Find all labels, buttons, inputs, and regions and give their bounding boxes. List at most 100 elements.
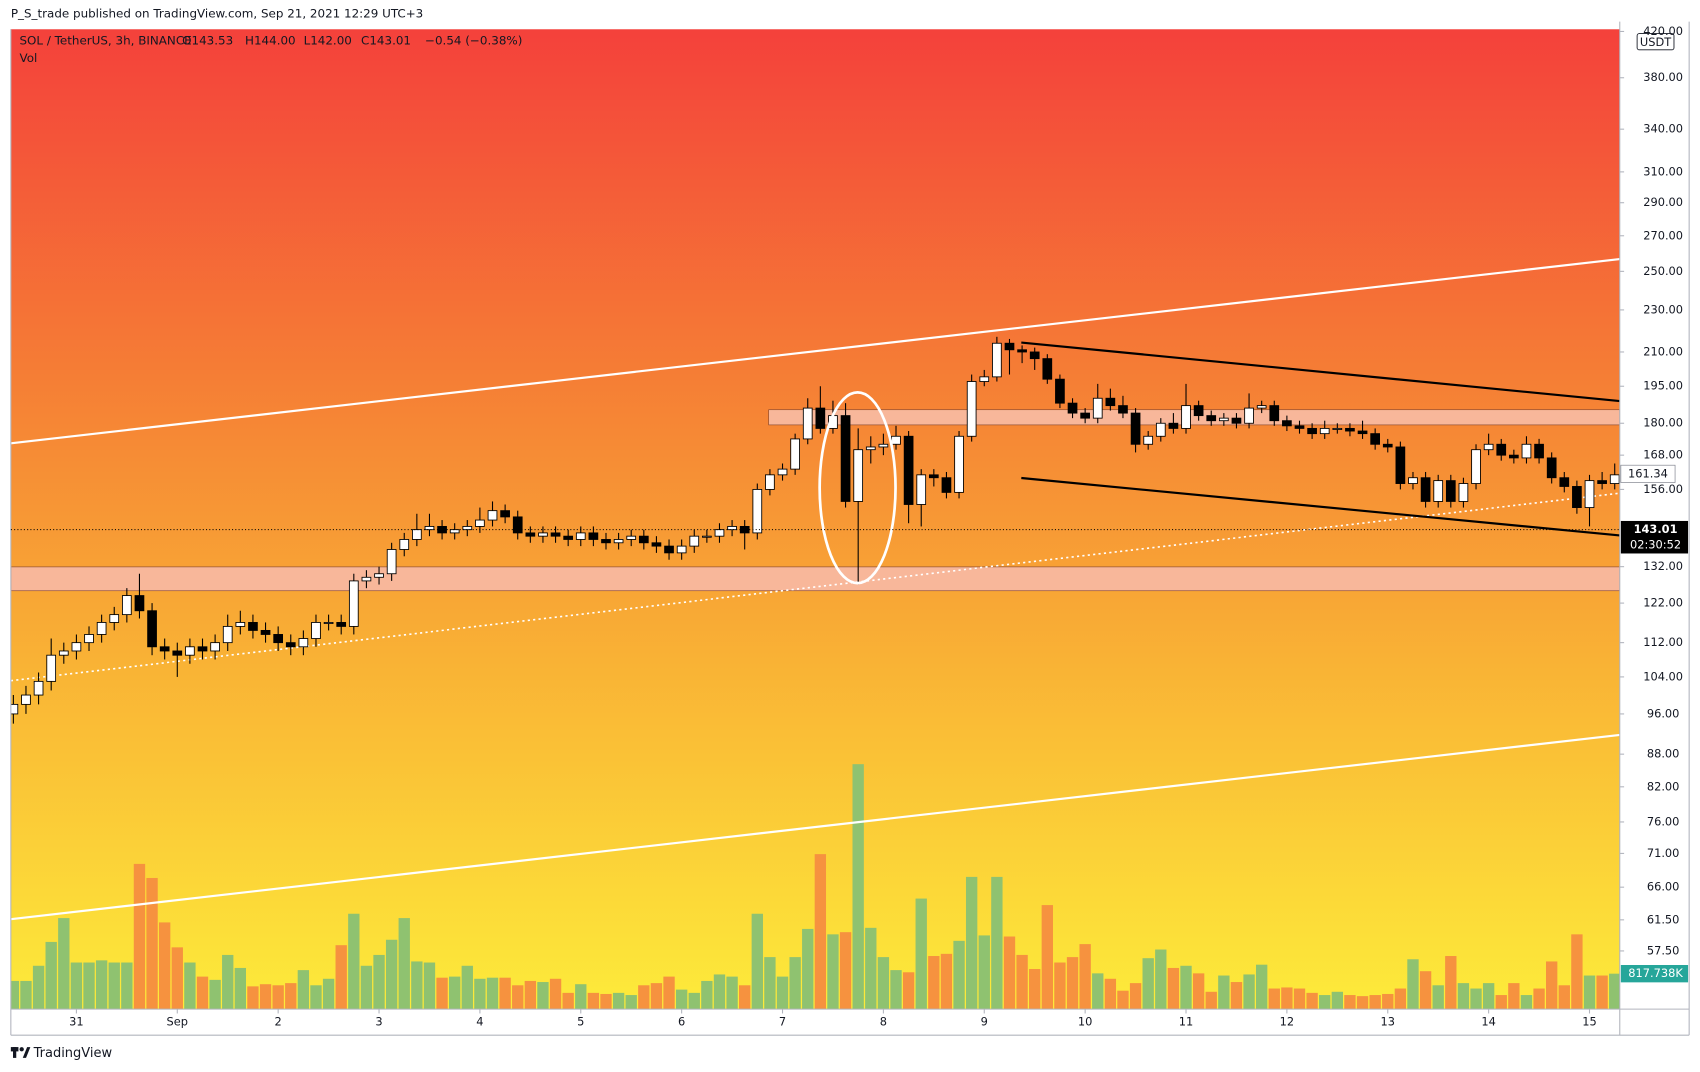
currency-label[interactable]: USDT bbox=[1640, 35, 1671, 49]
candle-body bbox=[802, 407, 813, 440]
candle-body bbox=[46, 654, 57, 682]
volume-bar bbox=[20, 980, 32, 1010]
volume-bar bbox=[638, 985, 650, 1010]
y-tick-label: 122.00 bbox=[1643, 596, 1683, 610]
channel-upper-line bbox=[10, 257, 1620, 445]
candle-body bbox=[538, 532, 548, 537]
volume-bar bbox=[902, 972, 915, 1010]
volume-bar bbox=[95, 960, 108, 1010]
currency-box[interactable] bbox=[1636, 33, 1675, 51]
candle-body bbox=[487, 510, 498, 521]
volume-bar bbox=[10, 980, 20, 1010]
candle-body bbox=[361, 576, 372, 582]
candle-body bbox=[147, 610, 157, 648]
candle-body bbox=[575, 532, 586, 540]
candle-body bbox=[1382, 443, 1393, 448]
volume-bar bbox=[713, 974, 726, 1010]
candle-body bbox=[1193, 405, 1204, 417]
candle-body bbox=[109, 614, 120, 623]
y-tick-label: 250.00 bbox=[1643, 264, 1683, 278]
volume-bar bbox=[1495, 995, 1507, 1010]
candle-body bbox=[185, 646, 195, 656]
candle-body bbox=[1584, 480, 1595, 508]
y-tick-label: 180.00 bbox=[1643, 416, 1683, 430]
candle-body bbox=[323, 622, 334, 624]
candle-body bbox=[172, 650, 183, 656]
volume-bar bbox=[45, 941, 57, 1010]
candle-body bbox=[437, 526, 447, 534]
candle-body bbox=[1256, 405, 1267, 409]
volume-bar bbox=[1319, 995, 1331, 1010]
volume-bar bbox=[259, 984, 272, 1010]
volume-bar bbox=[1192, 973, 1205, 1010]
y-tick-label: 71.00 bbox=[1647, 846, 1680, 860]
chart-pane bbox=[10, 29, 1620, 1010]
candle-body bbox=[1231, 417, 1242, 424]
candle-body bbox=[1168, 422, 1179, 429]
volume-bar bbox=[171, 947, 183, 1010]
candle-body bbox=[1597, 480, 1607, 484]
candle-body bbox=[1155, 422, 1166, 437]
candle-body bbox=[563, 535, 574, 540]
candle-body bbox=[273, 634, 284, 644]
volume-bar bbox=[1155, 949, 1167, 1010]
volume-bar bbox=[1571, 934, 1583, 1010]
published-line: P_S_trade published on TradingView.com, … bbox=[11, 7, 423, 21]
volume-bar bbox=[877, 957, 890, 1010]
volume-bar bbox=[1003, 936, 1016, 1010]
volume-bar bbox=[1508, 983, 1520, 1010]
volume-bar bbox=[991, 876, 1003, 1010]
volume-bar bbox=[121, 962, 133, 1010]
countdown-label: 02:30:52 bbox=[1630, 537, 1681, 551]
volume-bar bbox=[650, 983, 663, 1010]
x-tick-label: 8 bbox=[880, 1015, 887, 1029]
volume-layer bbox=[10, 764, 1620, 1010]
volume-bar bbox=[461, 965, 473, 1010]
volume-bar bbox=[335, 945, 347, 1010]
volume-bar bbox=[385, 939, 398, 1010]
candle-body bbox=[285, 642, 296, 648]
channel-lower-line bbox=[10, 733, 1620, 921]
volume-bar bbox=[310, 985, 322, 1010]
footer-brand: TradingView bbox=[33, 1046, 113, 1061]
volume-bar bbox=[1029, 969, 1041, 1010]
volume-bar bbox=[827, 934, 839, 1010]
candle-body bbox=[702, 535, 712, 538]
volume-bar bbox=[297, 970, 310, 1010]
volume-bar bbox=[953, 940, 965, 1010]
candle-body bbox=[815, 407, 826, 429]
volume-bar bbox=[587, 992, 600, 1010]
legend-open: O143.53 bbox=[182, 34, 233, 48]
candle-body bbox=[714, 529, 725, 537]
candle-body bbox=[613, 539, 624, 544]
candle-body bbox=[84, 634, 94, 644]
volume-bar bbox=[978, 935, 990, 1010]
candle-body bbox=[1055, 378, 1065, 404]
volume-bar bbox=[1609, 973, 1620, 1010]
candle-body bbox=[1458, 483, 1469, 502]
candle-body bbox=[10, 703, 19, 715]
volume-bar bbox=[1167, 967, 1180, 1010]
volume-bar bbox=[1205, 991, 1217, 1010]
candle-body bbox=[664, 545, 674, 554]
volume-bar bbox=[575, 984, 587, 1010]
y-tick-label: 104.00 bbox=[1643, 669, 1683, 683]
volume-bar bbox=[436, 977, 448, 1010]
volume-bar bbox=[751, 913, 763, 1010]
volume-bar bbox=[1218, 975, 1230, 1010]
volume-bar bbox=[1104, 978, 1117, 1010]
y-tick-label: 230.00 bbox=[1643, 302, 1683, 316]
volume-bar bbox=[108, 962, 120, 1010]
candle-body bbox=[1370, 433, 1380, 445]
candle-body bbox=[412, 529, 422, 540]
candle-body bbox=[1294, 425, 1305, 429]
volume-bar bbox=[1419, 971, 1432, 1010]
y-tick-label: 112.00 bbox=[1643, 635, 1683, 649]
candle-body bbox=[1559, 477, 1570, 487]
volume-bar bbox=[1583, 975, 1596, 1010]
candle-body bbox=[1029, 351, 1040, 360]
volume-bar bbox=[965, 876, 978, 1010]
candle-body bbox=[475, 519, 485, 527]
drawings bbox=[10, 257, 1620, 921]
volume-bar bbox=[1041, 905, 1053, 1010]
